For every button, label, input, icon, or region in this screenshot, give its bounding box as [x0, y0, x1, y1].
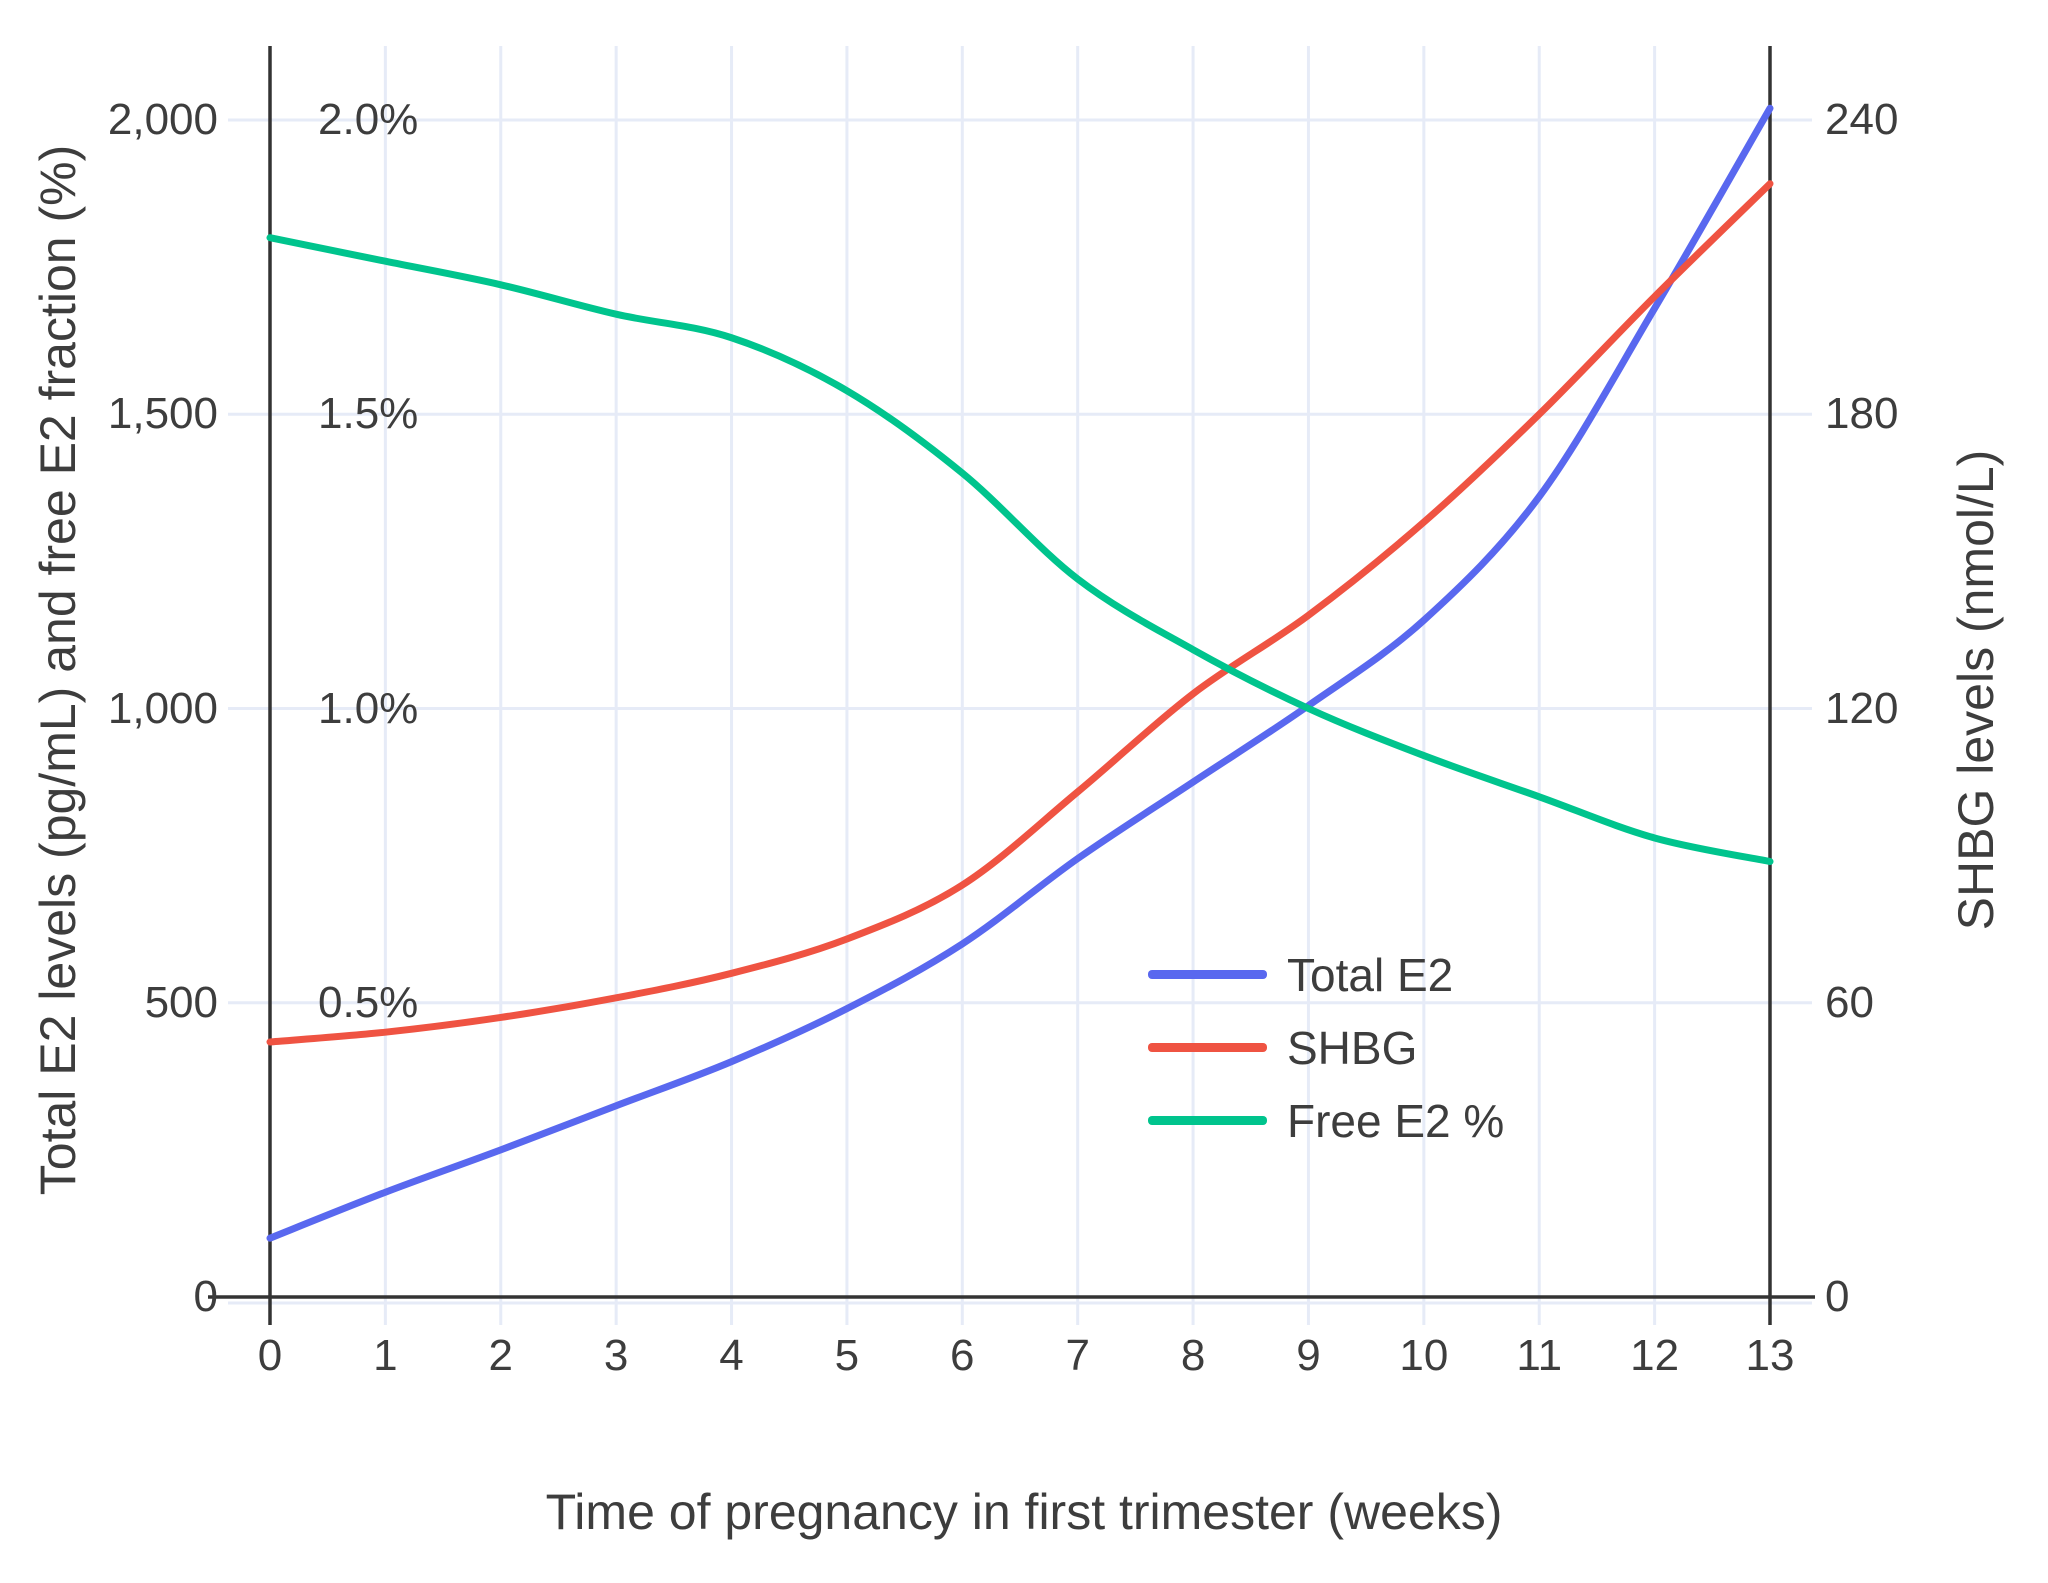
x-axis-tick-label: 7	[1065, 1331, 1090, 1380]
x-axis-tick-label: 5	[834, 1331, 860, 1380]
percent-axis-tick-label: 2.0%	[318, 95, 419, 144]
legend-label: Total E2	[1287, 948, 1454, 1001]
left-axis-tick-label: 500	[144, 977, 218, 1027]
percent-axis-tick-label: 0.5%	[318, 977, 419, 1027]
x-axis-tick-label: 6	[950, 1331, 975, 1380]
percent-axis-tick-label: 1.5%	[318, 389, 419, 439]
x-axis-tick-label: 2	[488, 1331, 514, 1380]
x-axis-tick-label: 13	[1745, 1331, 1795, 1380]
right-axis-tick-label: 240	[1825, 95, 1899, 144]
legend-swatch	[1148, 1116, 1267, 1125]
legend: Total E2 SHBG Free E2 %	[1148, 938, 1504, 1157]
legend-label: SHBG	[1287, 1021, 1418, 1074]
x-axis-tick-label: 9	[1296, 1331, 1321, 1380]
legend-item-free-e2-: Free E2 %	[1148, 1084, 1504, 1157]
percent-axis-tick-label: 1.0%	[318, 683, 419, 733]
legend-item-total-e2: Total E2	[1148, 938, 1504, 1011]
x-axis-title: Time of pregnancy in first trimester (we…	[545, 1484, 1503, 1540]
left-axis-tick-label: 0	[193, 1272, 218, 1321]
right-axis-tick-label: 0	[1825, 1272, 1850, 1321]
left-axis-tick-label: 1,500	[107, 389, 218, 439]
x-axis-tick-label: 4	[719, 1331, 744, 1380]
legend-swatch	[1148, 970, 1267, 979]
x-axis-tick-label: 10	[1399, 1331, 1449, 1380]
left-axis-tick-label: 2,000	[107, 95, 218, 144]
series-line-shbg	[266, 180, 1774, 1046]
x-axis-tick-label: 11	[1516, 1331, 1563, 1380]
x-axis-tick-label: 1	[373, 1331, 398, 1380]
x-axis-tick-label: 3	[603, 1331, 629, 1380]
right-axis-tick-label: 60	[1825, 977, 1874, 1027]
x-axis-tick-label: 8	[1180, 1331, 1206, 1380]
series-line-total-e2	[266, 104, 1774, 1242]
y-axis-left-title: Total E2 levels (pg/mL) and free E2 frac…	[30, 144, 86, 1196]
left-axis-tick-label: 1,000	[107, 683, 218, 733]
legend-label: Free E2 %	[1287, 1094, 1505, 1147]
series-line-free-e2-	[266, 234, 1774, 866]
right-axis-tick-label: 120	[1825, 683, 1899, 733]
x-axis-tick-label: 12	[1630, 1331, 1680, 1380]
legend-item-shbg: SHBG	[1148, 1011, 1504, 1084]
x-axis-tick-label: 0	[257, 1331, 283, 1380]
y-axis-right-title: SHBG levels (nmol/L)	[1948, 449, 2004, 931]
right-axis-tick-label: 180	[1825, 389, 1899, 439]
legend-swatch	[1148, 1043, 1267, 1052]
